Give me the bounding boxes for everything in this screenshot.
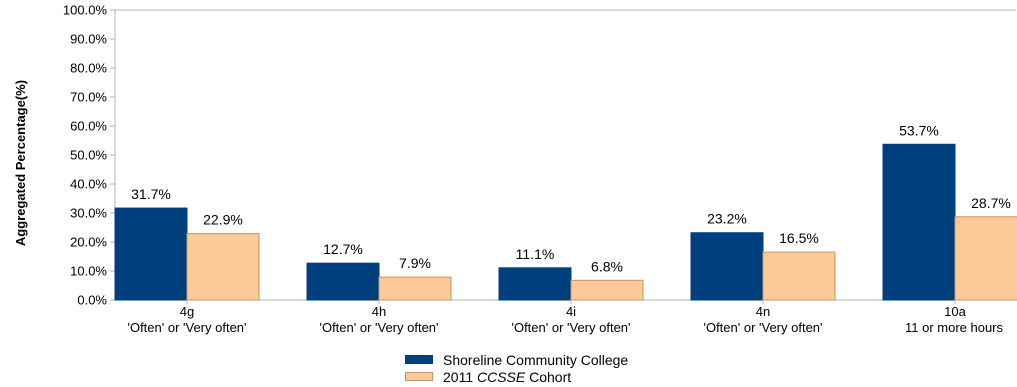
legend-swatch-series-1	[405, 355, 433, 364]
bar-1-4g	[114, 207, 188, 301]
chart-labels: 31.7%22.9%4g'Often' or 'Very often'12.7%…	[127, 122, 1010, 335]
category-sub-label: 11 or more hours	[905, 320, 1004, 335]
y-tick-label: 30.0%	[70, 206, 107, 221]
category-sub-label: 'Often' or 'Very often'	[319, 320, 438, 335]
legend-swatch-series-2	[405, 372, 433, 381]
legend-item-series-1: Shoreline Community College	[405, 351, 628, 368]
data-label: 6.8%	[591, 258, 623, 274]
y-tick-label: 60.0%	[70, 119, 107, 134]
y-tick-label: 50.0%	[70, 148, 107, 163]
data-label: 7.9%	[399, 255, 431, 271]
bar-1-4i	[498, 267, 572, 301]
data-label: 12.7%	[323, 241, 363, 257]
category-sub-label: 'Often' or 'Very often'	[127, 320, 246, 335]
chart-axes: 0.0% 10.0% 20.0% 30.0% 40.0% 50.0% 60.0% 70.0% 8…	[63, 3, 1016, 308]
y-tick-label: 100.0%	[63, 3, 108, 18]
y-tick-label: 80.0%	[70, 61, 107, 76]
category-sub-label: 'Often' or 'Very often'	[703, 320, 822, 335]
bar-2-4i	[570, 279, 644, 301]
y-axis-label: Aggregated Percentage(%)	[13, 80, 28, 246]
bar-1-4h	[306, 262, 380, 301]
category-code-label: 4g	[180, 304, 194, 319]
data-label: 28.7%	[971, 195, 1011, 211]
data-label: 22.9%	[203, 212, 243, 228]
bar-1-4n	[690, 232, 764, 301]
data-label: 16.5%	[779, 230, 819, 246]
bar-2-4n	[762, 251, 836, 301]
legend-label-series-2: 2011 CCSSE Cohort	[443, 368, 572, 385]
category-code-label: 4n	[756, 304, 770, 319]
category-code-label: 4i	[566, 304, 576, 319]
legend-item-series-2: 2011 CCSSE Cohort	[405, 368, 628, 385]
y-tick-label: 40.0%	[70, 177, 107, 192]
chart-bars	[114, 143, 1017, 301]
data-label: 11.1%	[516, 246, 555, 262]
y-tick-label: 10.0%	[70, 264, 107, 279]
bar-2-4g	[186, 233, 260, 301]
category-code-label: 4h	[372, 304, 386, 319]
data-label: 31.7%	[131, 186, 171, 202]
y-tick-label: 20.0%	[70, 235, 107, 250]
y-tick-label: 90.0%	[70, 32, 107, 47]
category-sub-label: 'Often' or 'Very often'	[511, 320, 630, 335]
bar-1-10a	[882, 143, 956, 301]
data-label: 53.7%	[899, 122, 939, 138]
chart-legend: Shoreline Community College 2011 CCSSE C…	[405, 351, 628, 385]
data-label: 23.2%	[707, 211, 747, 227]
y-tick-label: 0.0%	[77, 293, 107, 308]
bar-2-4h	[378, 276, 452, 301]
legend-label-series-1: Shoreline Community College	[443, 351, 629, 368]
bar-2-10a	[954, 216, 1017, 301]
y-tick-label: 70.0%	[70, 90, 107, 105]
category-code-label: 10a	[944, 304, 966, 319]
